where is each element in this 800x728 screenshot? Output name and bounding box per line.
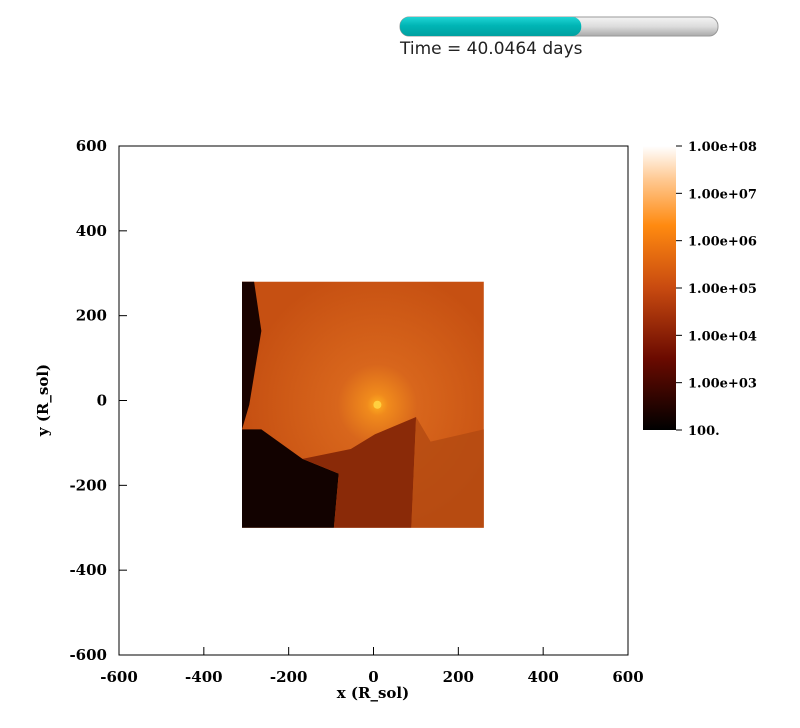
colorbar [643, 146, 676, 430]
colorbar-tick-label: 1.00e+05 [688, 282, 757, 297]
x-tick-label: 400 [528, 668, 559, 686]
x-tick-label: 0 [368, 668, 378, 686]
x-axis-label: x (R_sol) [337, 684, 409, 702]
colorbar-tick-label: 1.00e+03 [688, 377, 757, 392]
colorbar-tick-label: 100. [688, 424, 720, 439]
y-tick-label: 600 [76, 137, 107, 155]
x-tick-label: -600 [100, 668, 138, 686]
y-tick-label: -600 [69, 646, 107, 664]
image-detail [411, 417, 484, 528]
y-tick-label: -200 [69, 476, 107, 494]
progress-fill [400, 17, 582, 36]
image-detail [373, 400, 382, 409]
x-tick-label: 200 [443, 668, 474, 686]
colorbar-tick-label: 1.00e+04 [688, 329, 757, 344]
y-axis-label: y (R_sol) [34, 364, 52, 437]
image-detail [302, 417, 417, 528]
image-detail [242, 429, 339, 528]
y-tick-label: 0 [97, 392, 107, 410]
colorbar-tick-label: 1.00e+08 [688, 140, 757, 155]
image-detail [242, 281, 262, 430]
colorbar-tick-label: 1.00e+06 [688, 235, 757, 250]
x-tick-label: -400 [185, 668, 223, 686]
x-tick-label: 600 [612, 668, 643, 686]
y-tick-label: 400 [76, 222, 107, 240]
time-label: Time = 40.0464 days [399, 39, 583, 59]
colorbar-tick-label: 1.00e+07 [688, 187, 757, 202]
y-tick-label: 200 [76, 307, 107, 325]
y-tick-label: -400 [69, 561, 107, 579]
x-tick-label: -200 [270, 668, 308, 686]
